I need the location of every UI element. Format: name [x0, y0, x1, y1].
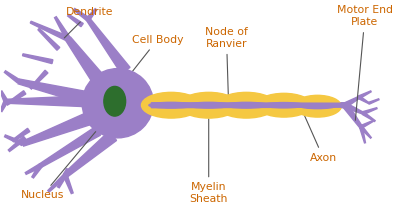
Polygon shape	[25, 164, 42, 174]
Polygon shape	[360, 121, 373, 128]
Polygon shape	[360, 126, 371, 138]
Ellipse shape	[179, 92, 238, 118]
Ellipse shape	[186, 102, 231, 108]
Polygon shape	[64, 175, 73, 194]
Polygon shape	[343, 103, 362, 128]
Polygon shape	[32, 164, 42, 178]
Polygon shape	[74, 8, 89, 21]
Polygon shape	[151, 102, 345, 109]
Ellipse shape	[82, 69, 153, 138]
Polygon shape	[368, 99, 379, 104]
Polygon shape	[30, 70, 48, 89]
Ellipse shape	[263, 103, 305, 108]
Polygon shape	[38, 28, 60, 50]
Polygon shape	[360, 127, 366, 143]
Polygon shape	[0, 91, 8, 102]
Polygon shape	[8, 136, 26, 152]
Text: Axon: Axon	[299, 103, 337, 163]
Polygon shape	[0, 100, 8, 112]
Polygon shape	[362, 112, 375, 121]
Text: Cell Body: Cell Body	[129, 35, 183, 75]
Polygon shape	[68, 14, 83, 27]
Ellipse shape	[142, 92, 201, 118]
Polygon shape	[6, 96, 86, 107]
Polygon shape	[48, 174, 67, 192]
Polygon shape	[66, 37, 106, 86]
Polygon shape	[18, 79, 90, 104]
Polygon shape	[54, 17, 70, 40]
Text: Nucleus: Nucleus	[21, 119, 106, 200]
Polygon shape	[344, 97, 360, 107]
Polygon shape	[64, 131, 116, 177]
Polygon shape	[86, 18, 130, 74]
Polygon shape	[30, 21, 69, 41]
Polygon shape	[358, 91, 371, 99]
Ellipse shape	[256, 93, 312, 117]
Text: Motor End
Plate: Motor End Plate	[337, 5, 393, 120]
Ellipse shape	[294, 95, 341, 117]
Polygon shape	[358, 96, 369, 104]
Polygon shape	[6, 91, 26, 105]
Polygon shape	[40, 127, 100, 167]
Polygon shape	[12, 128, 30, 142]
Ellipse shape	[104, 86, 126, 116]
Text: Myelin
Sheath: Myelin Sheath	[190, 119, 228, 204]
Polygon shape	[151, 103, 345, 108]
Polygon shape	[22, 112, 92, 146]
Polygon shape	[4, 71, 20, 83]
Ellipse shape	[149, 102, 193, 108]
Ellipse shape	[217, 92, 276, 118]
Polygon shape	[22, 54, 53, 64]
Text: Dendrite: Dendrite	[64, 7, 114, 38]
Polygon shape	[362, 108, 377, 115]
Polygon shape	[58, 169, 70, 188]
Polygon shape	[4, 135, 24, 146]
Ellipse shape	[224, 102, 268, 108]
Text: Node of
Ranvier: Node of Ranvier	[205, 27, 248, 98]
Polygon shape	[344, 103, 364, 114]
Ellipse shape	[300, 104, 335, 109]
Polygon shape	[86, 9, 97, 20]
